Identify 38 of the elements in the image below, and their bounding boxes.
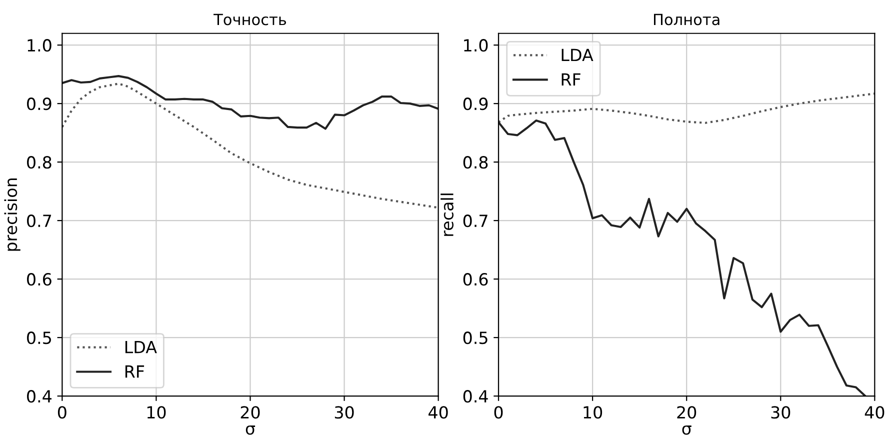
x-axis-title: σ	[682, 425, 692, 435]
y-tick-label: 0.5	[463, 332, 488, 344]
line-series	[62, 82, 438, 209]
chart-title: Точность	[214, 14, 286, 26]
legend-label: LDA	[125, 340, 157, 354]
y-tick-label: 0.9	[27, 98, 52, 110]
y-axis-title: recall	[440, 194, 454, 236]
line-series	[498, 119, 866, 396]
chart-title: Полнота	[654, 14, 720, 26]
line-series	[62, 75, 438, 130]
y-tick-label: 0.6	[27, 273, 52, 286]
y-tick-label: 0.7	[27, 214, 52, 228]
y-axis-title: precision	[4, 178, 20, 251]
x-tick-label: 20	[677, 406, 696, 419]
y-tick-label: 0.5	[27, 332, 51, 344]
x-tick-label: 30	[334, 406, 354, 419]
x-axis-title: σ	[246, 425, 256, 435]
y-tick-label: 0.4	[27, 390, 52, 403]
y-tick-label: 0.4	[463, 390, 488, 403]
legend-label: LDA	[562, 48, 594, 62]
y-tick-label: 0.9	[463, 98, 488, 110]
line-series	[498, 92, 875, 124]
y-tick-label: 0.8	[463, 156, 488, 169]
x-tick-label: 10	[147, 406, 166, 419]
x-tick-label: 30	[771, 406, 790, 419]
x-tick-label: 40	[864, 406, 884, 419]
x-tick-label: 10	[584, 406, 602, 419]
y-tick-label: 0.8	[27, 156, 52, 169]
y-tick-label: 0.7	[463, 214, 488, 228]
legend-label: RF	[562, 73, 580, 86]
y-tick-label: 0.6	[463, 273, 488, 286]
x-tick-label: 0	[58, 406, 66, 419]
y-tick-label: 1.0	[28, 39, 52, 52]
legend-label: RF	[125, 365, 144, 378]
x-tick-label: 20	[240, 406, 260, 419]
x-tick-label: 40	[428, 406, 448, 419]
x-tick-label: 0	[494, 406, 503, 419]
y-tick-label: 1.0	[464, 39, 488, 52]
